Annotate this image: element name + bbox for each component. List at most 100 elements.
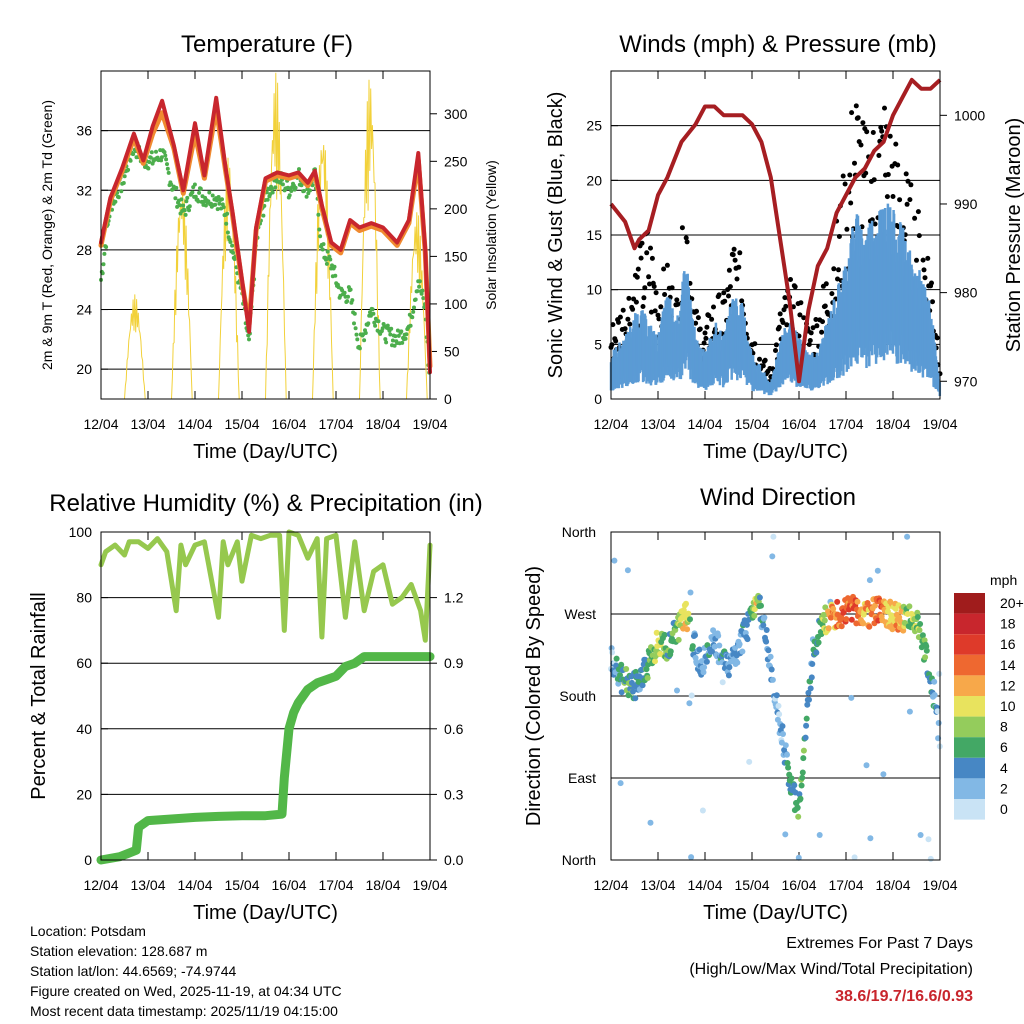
wind-direction-point: [685, 610, 692, 617]
dewpoint-point: [182, 208, 187, 213]
wind-direction-point: [815, 639, 822, 646]
gust-point: [822, 303, 828, 309]
solar-insolation-day: [124, 294, 146, 399]
dewpoint-point: [328, 257, 333, 262]
gust-point: [884, 194, 890, 200]
wind-direction-point: [624, 567, 631, 574]
x-tick-label: 15/04: [224, 416, 259, 432]
wind-direction-point: [618, 661, 625, 668]
wind-direction-point: [803, 715, 810, 722]
wind-direction-point: [618, 689, 625, 696]
legend-swatch: [954, 778, 985, 799]
dewpoint-point: [207, 190, 212, 195]
wind-direction-point: [799, 774, 806, 781]
dewpoint-point: [346, 294, 350, 299]
gust-point: [890, 194, 896, 199]
gust-point: [706, 313, 712, 319]
dewpoint-point: [287, 193, 292, 198]
gust-point: [613, 338, 619, 344]
gust-point: [925, 255, 931, 261]
dewpoint-point: [419, 291, 424, 296]
relative-humidity-line: [98, 529, 433, 643]
dewpoint-point: [148, 155, 153, 160]
gust-point: [819, 329, 825, 335]
gust-point: [762, 357, 768, 363]
dewpoint-point: [412, 305, 416, 310]
total-precipitation-line: [96, 652, 435, 865]
dewpoint-point: [332, 264, 337, 269]
gust-point: [904, 201, 910, 207]
dewpoint-point: [203, 203, 208, 208]
x-tick-label: 15/04: [224, 877, 259, 893]
legend-swatch: [954, 737, 985, 758]
dewpoint-point: [159, 155, 164, 160]
dewpoint-point: [179, 197, 184, 202]
dewpoint-point: [392, 343, 397, 348]
wind-direction-point: [734, 659, 741, 666]
plot-frame-3: [100, 531, 431, 861]
dewpoint-point: [131, 152, 136, 157]
x-tick-label: 13/04: [640, 416, 675, 432]
wind-direction-point: [848, 616, 855, 623]
dewpoint-point: [122, 174, 127, 179]
wind-direction-point: [796, 791, 803, 798]
dewpoint-point: [342, 290, 347, 295]
dewpoint-point: [376, 319, 381, 324]
gust-point: [872, 221, 878, 227]
dewpoint-point: [225, 230, 230, 235]
dewpoint-point: [371, 311, 376, 316]
dewpoint-point: [121, 181, 126, 185]
dewpoint-point: [352, 311, 357, 316]
dewpoint-point: [216, 195, 221, 199]
dewpoint-point: [348, 287, 353, 292]
x-tick-label: 12/04: [593, 416, 628, 432]
dewpoint-point: [350, 298, 355, 303]
gust-point: [870, 130, 876, 135]
dewpoint-point: [273, 185, 278, 190]
y2-tick-label: 970: [954, 373, 978, 389]
dewpoint-point: [321, 242, 326, 247]
x-tick-label: 17/04: [318, 416, 353, 432]
wind-direction-point: [800, 747, 807, 754]
legend-swatch: [954, 716, 985, 738]
gust-point: [920, 257, 926, 263]
x-tick-label: 17/04: [828, 416, 863, 432]
dewpoint-point: [316, 212, 321, 217]
wind-direction-point: [838, 623, 845, 630]
wind-direction-point: [625, 692, 632, 699]
x-tick-label: 14/04: [177, 877, 212, 893]
y-tick-label: 0: [594, 391, 602, 407]
y2-tick-label: 0: [444, 391, 452, 407]
legend-swatch: [954, 757, 985, 779]
dewpoint-point: [215, 207, 220, 212]
wind-direction-point: [931, 692, 938, 698]
y2-tick-label: 1.2: [444, 590, 464, 606]
info-latlon: Station lat/lon: 44.6569; -74.9744: [30, 963, 237, 979]
wind-direction-point: [701, 664, 708, 671]
dewpoint-point: [404, 332, 409, 337]
info-recent: Most recent data timestamp: 2025/11/19 0…: [30, 1003, 338, 1019]
dewpoint-point: [177, 203, 182, 208]
wind-direction-point: [692, 632, 698, 639]
legend-label: 18: [1000, 616, 1016, 632]
dewpoint-point: [214, 198, 219, 203]
gust-point: [934, 335, 940, 341]
gust-point: [616, 319, 621, 325]
temperature-9m-line: [98, 105, 433, 369]
y-tick-label: 0: [84, 852, 92, 868]
wind-direction-point: [751, 606, 758, 613]
y2-tick-label: 100: [444, 296, 468, 312]
wind-direction-point: [848, 694, 855, 701]
dewpoint-point: [410, 315, 415, 320]
gust-point: [617, 314, 623, 320]
dewpoint-point: [280, 182, 285, 187]
wind-direction-point: [700, 669, 707, 676]
dewpoint-point: [417, 284, 422, 289]
chart-2-xlabel: Time (Day/UTC): [703, 441, 848, 463]
wind-direction-point: [931, 678, 938, 685]
chart-1-ylabel: 2m & 9m T (Red, Orange) & 2m Td (Green): [39, 100, 55, 370]
x-tick-label: 17/04: [318, 877, 353, 893]
gust-point: [635, 266, 641, 272]
gust-point: [814, 323, 820, 329]
wind-direction-point: [782, 831, 789, 838]
